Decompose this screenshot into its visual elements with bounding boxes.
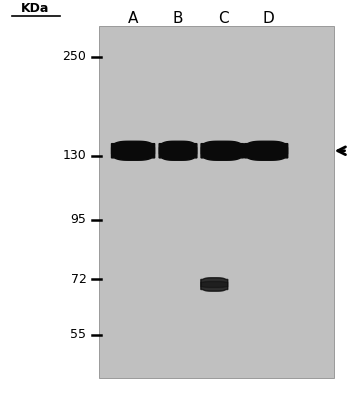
Text: 130: 130: [63, 149, 86, 162]
Polygon shape: [201, 146, 244, 155]
Text: 95: 95: [70, 214, 86, 226]
Polygon shape: [159, 141, 197, 160]
Polygon shape: [245, 141, 288, 160]
Text: A: A: [128, 11, 138, 26]
Polygon shape: [111, 141, 155, 160]
Polygon shape: [201, 278, 228, 291]
Text: 55: 55: [70, 328, 86, 341]
Text: D: D: [262, 11, 274, 26]
Polygon shape: [111, 146, 155, 155]
Text: C: C: [218, 11, 228, 26]
Polygon shape: [245, 146, 288, 155]
Polygon shape: [159, 146, 197, 155]
Text: 72: 72: [70, 273, 86, 286]
Text: KDa: KDa: [20, 2, 49, 16]
Polygon shape: [201, 141, 244, 160]
Text: 250: 250: [62, 50, 86, 63]
Bar: [99, 26, 333, 378]
Text: B: B: [173, 11, 183, 26]
Polygon shape: [201, 282, 228, 288]
